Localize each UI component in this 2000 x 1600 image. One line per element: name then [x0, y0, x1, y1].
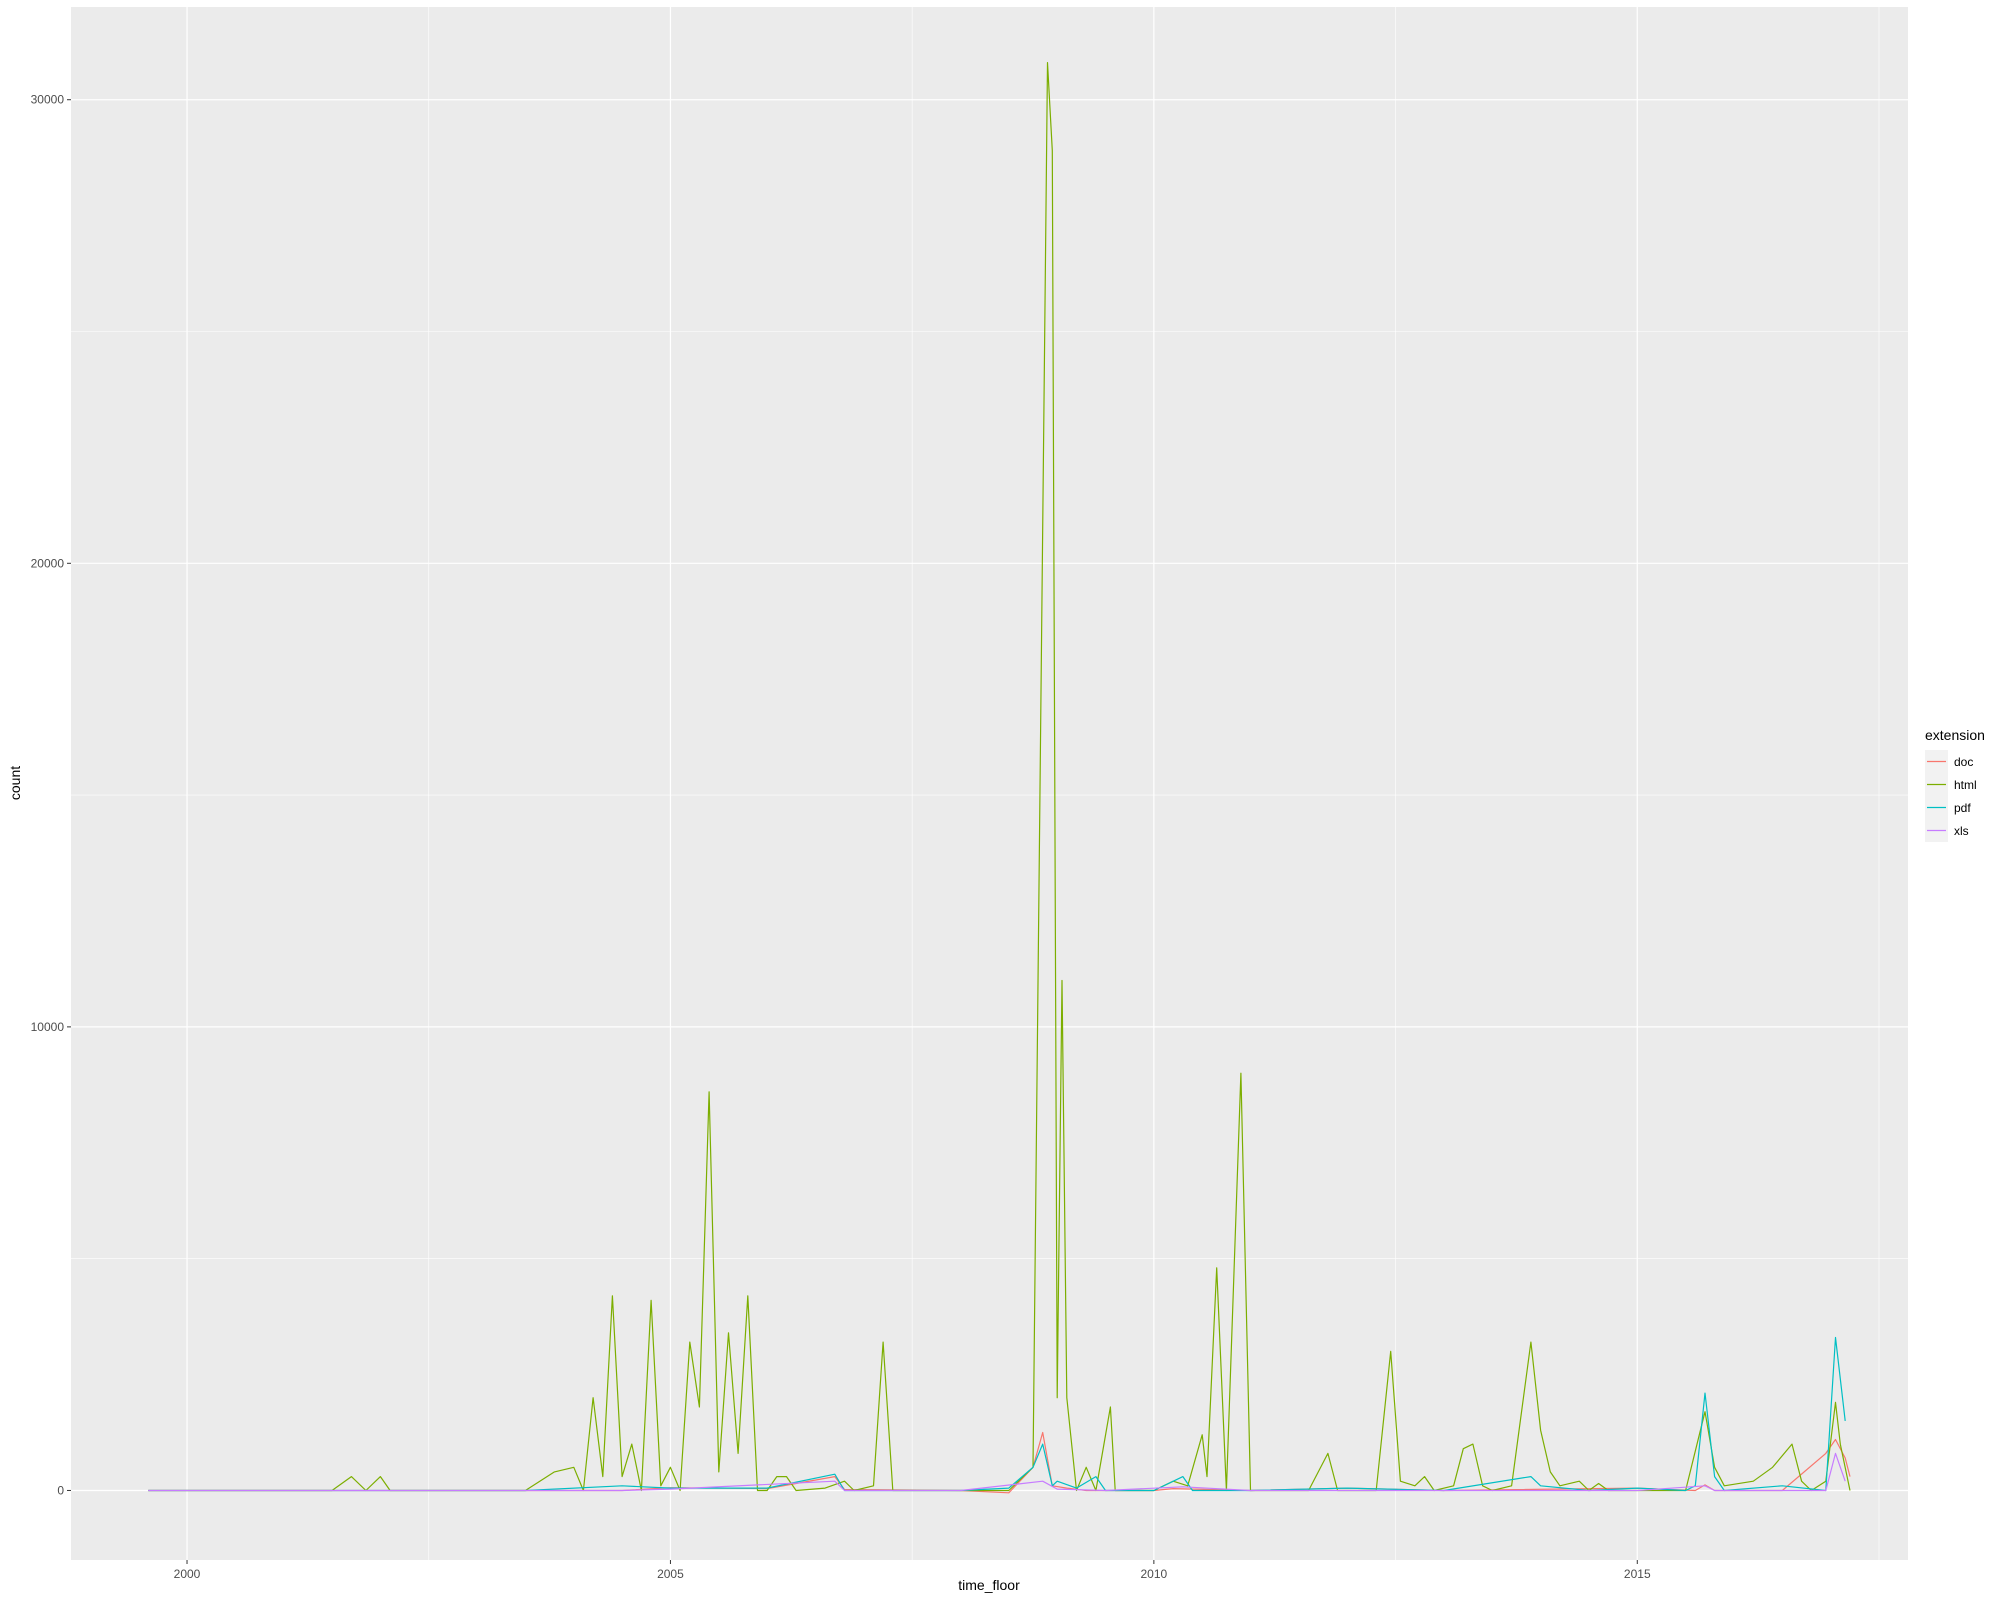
legend-label-xls: xls	[1954, 824, 1969, 838]
series-line-pdf	[148, 1336, 1846, 1492]
y-tick-label: 0	[57, 1483, 64, 1497]
y-tick-label: 10000	[31, 1020, 65, 1034]
panel-background	[71, 7, 1908, 1560]
x-tick-label: 2010	[1141, 1567, 1168, 1581]
x-tick-label: 2005	[657, 1567, 684, 1581]
y-tick-label: 20000	[31, 556, 65, 570]
series-lines	[148, 62, 1851, 1494]
axis-ticks: 2000 2005 2010 2015 0 10000 20000 30000	[31, 93, 1651, 1581]
x-axis-title: time_floor	[958, 1577, 1020, 1593]
legend-label-html: html	[1954, 778, 1977, 792]
x-tick-label: 2000	[174, 1567, 201, 1581]
series-line-xls	[148, 1452, 1846, 1492]
legend: extension doc html pdf xls	[1925, 727, 1985, 842]
legend-title: extension	[1925, 727, 1985, 743]
legend-label-doc: doc	[1954, 755, 1973, 769]
y-axis-title: count	[7, 766, 23, 800]
legend-label-pdf: pdf	[1954, 801, 1971, 815]
y-tick-label: 30000	[31, 93, 65, 107]
x-tick-label: 2015	[1624, 1567, 1651, 1581]
